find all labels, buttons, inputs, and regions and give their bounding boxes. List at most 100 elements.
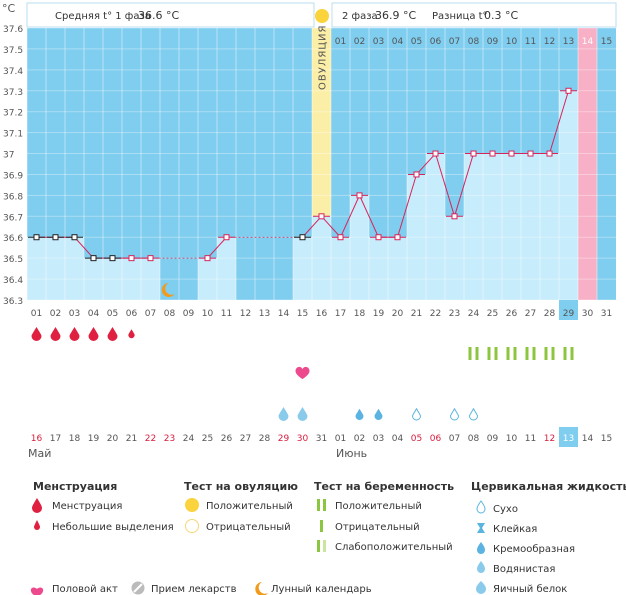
cycle-day-label: 21 [411, 309, 422, 319]
plot-area [26, 27, 616, 320]
phase1-value: 36.6 °C [138, 9, 179, 22]
pregnancy-test-icon [506, 347, 510, 360]
phase2-day-label: 15 [601, 37, 612, 47]
temp-bar [445, 216, 464, 300]
y-tick-label: 37 [3, 151, 14, 161]
legend-cervical-title: Цервикальная жидкость [471, 480, 626, 493]
cycle-day-label: 16 [316, 309, 328, 319]
temp-point [527, 150, 534, 157]
calendar-date: 08 [468, 434, 480, 444]
cycle-day-label: 17 [335, 309, 346, 319]
heart-icon [30, 587, 44, 595]
cycle-day-label: 01 [31, 309, 42, 319]
creamy-icon [355, 408, 364, 420]
legend-cervical-sticky: Клейкая [493, 524, 537, 535]
cycle-day-label: 29 [563, 309, 575, 319]
cycle-day-label: 12 [240, 309, 251, 319]
calendar-date: 17 [50, 434, 61, 444]
sticky-icon [477, 523, 485, 533]
calendar-date: 27 [240, 434, 251, 444]
phase2-day-label: 10 [506, 37, 518, 47]
creamy-icon [477, 542, 485, 554]
temp-point [318, 213, 325, 220]
calendar-date: 29 [278, 434, 290, 444]
legend-ovu-negative: Отрицательный [206, 522, 291, 533]
phase2-day-label: 08 [468, 37, 480, 47]
cycle-day-label: 22 [430, 309, 441, 319]
y-tick-label: 37.4 [3, 67, 23, 77]
calendar-date: 22 [145, 434, 156, 444]
calendar-date: 23 [164, 434, 175, 444]
diff-label: Разница t° [432, 11, 488, 22]
cycle-day-label: 27 [525, 309, 536, 319]
temp-point [546, 150, 553, 157]
legend-cervical-watery: Водянистая [493, 564, 555, 575]
temp-bar [217, 237, 236, 300]
pregnancy-weak-icon [317, 540, 320, 552]
cycle-day-label: 05 [107, 309, 118, 319]
phase2-day-label: 02 [354, 37, 365, 47]
y-tick-label: 37.2 [3, 109, 23, 119]
phase2-day-label: 11 [525, 37, 536, 47]
legend-preg-negative: Отрицательный [335, 522, 420, 533]
watery-icon [477, 561, 485, 573]
legend-menstruation-item: Менструация [52, 501, 122, 512]
phase2-day-label: 14 [582, 37, 594, 47]
calendar-date: 26 [221, 434, 233, 444]
pregnancy-test-icon [570, 347, 574, 360]
temp-point [565, 87, 572, 94]
temp-point [508, 150, 515, 157]
y-axis: 36.3 36.4 36.5 36.6 36.7 36.8 36.9 37 37.1 37.2 37… [3, 25, 23, 307]
calendar-date: 16 [31, 434, 43, 444]
y-tick-label: 36.8 [3, 192, 23, 202]
calendar-date: 30 [297, 434, 309, 444]
menstruation-drop-icon [32, 498, 42, 513]
calendar-date: 12 [544, 434, 555, 444]
temp-bar [407, 174, 426, 300]
month-end: Июнь [336, 447, 367, 460]
pregnancy-test-icon [551, 347, 555, 360]
menstruation-drop-icon [128, 329, 135, 339]
temp-line-segment [549, 90, 569, 154]
temp-point [299, 234, 306, 241]
calendar-date: 24 [183, 434, 195, 444]
cycle-day-label: 10 [202, 309, 214, 319]
cycle-day-label: 15 [297, 309, 308, 319]
dry-icon [411, 407, 422, 421]
cycle-day-label: 20 [392, 309, 404, 319]
temp-bar [312, 216, 331, 300]
phase2-day-label: 03 [373, 37, 384, 47]
calendar-date: 10 [506, 434, 518, 444]
calendar-date: 02 [354, 434, 365, 444]
pregnancy-test-icon [513, 347, 517, 360]
marks-layer [28, 87, 577, 422]
calendar-date: 20 [107, 434, 119, 444]
cycle-day-label: 04 [88, 309, 100, 319]
cycle-day-label: 18 [354, 309, 366, 319]
calendar-date: 01 [335, 434, 346, 444]
cycle-day-label: 03 [69, 309, 80, 319]
pregnancy-test-icon [544, 347, 548, 360]
pregnancy-positive-icon [317, 499, 320, 511]
highlight-day-cell [559, 300, 578, 320]
cycle-day-label: 24 [468, 309, 480, 319]
moon-icon [161, 283, 175, 297]
calendar-date: 09 [487, 434, 499, 444]
pregnancy-test-icon [525, 347, 529, 360]
temp-bar [331, 237, 350, 300]
menstruation-drop-icon [69, 327, 80, 342]
temp-point [451, 213, 458, 220]
temp-line-segment [207, 236, 227, 259]
menstruation-drop-icon [88, 327, 99, 342]
temp-point [356, 192, 363, 199]
phase2-day-label: 13 [563, 37, 574, 47]
cycle-day-label: 08 [164, 309, 176, 319]
diff-value: 0.3 °C [484, 9, 518, 22]
temp-line-segment [397, 174, 417, 238]
calendar-date: 03 [373, 434, 384, 444]
temp-bar [369, 237, 407, 300]
calendar-date: 13 [563, 434, 574, 444]
cycle-day-label: 07 [145, 309, 156, 319]
temp-point [109, 255, 116, 262]
phase2-day-label: 09 [487, 37, 499, 47]
